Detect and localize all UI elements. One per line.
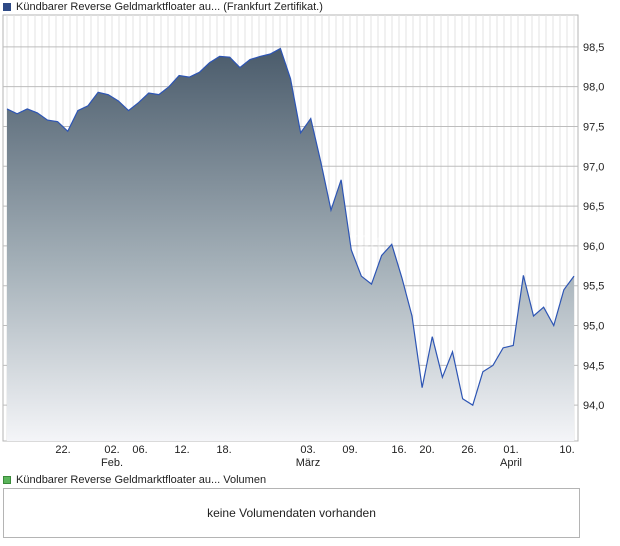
y-tick-label: 96,0 — [583, 241, 604, 253]
x-tick-label: 02. — [104, 444, 119, 456]
y-tick-label: 97,0 — [583, 161, 604, 173]
x-tick-label: 09. — [342, 444, 357, 456]
price-legend-swatch — [3, 3, 11, 11]
x-tick-label: 01. — [503, 444, 518, 456]
x-tick-label: 18. — [216, 444, 231, 456]
x-month-label: Feb. — [101, 457, 123, 469]
price-legend-label: Kündbarer Reverse Geldmarktfloater au...… — [16, 1, 323, 13]
x-tick-label: 10. — [559, 444, 574, 456]
y-tick-label: 96,5 — [583, 201, 604, 213]
x-month-label: April — [500, 457, 522, 469]
x-tick-label: 26. — [461, 444, 476, 456]
y-tick-label: 98,0 — [583, 82, 604, 94]
volume-legend: Kündbarer Reverse Geldmarktfloater au...… — [3, 473, 266, 487]
y-axis-labels: 94,0 94,5 95,0 95,5 96,0 96,5 97,0 97,5 98,0 98,5 — [583, 42, 604, 412]
x-tick-label: 16. — [391, 444, 406, 456]
price-chart: ECK 94,0 94,5 95,0 95,5 96,0 96,5 97,0 97,5 98,0… — [2, 14, 604, 469]
volume-panel: keine Volumendaten vorhanden — [3, 488, 580, 538]
y-tick-label: 94,5 — [583, 360, 604, 372]
x-axis-labels: 22. 02.Feb. 06. 12. 18. 03.März 09. 16. 20. 26. 01… — [55, 444, 574, 469]
watermark: ECK — [345, 232, 385, 252]
y-tick-label: 94,0 — [583, 400, 604, 412]
x-tick-label: 22. — [55, 444, 70, 456]
x-tick-label: 20. — [419, 444, 434, 456]
y-tick-label: 95,5 — [583, 281, 604, 293]
x-month-label: März — [296, 457, 320, 469]
y-tick-label: 95,0 — [583, 321, 604, 333]
price-legend: Kündbarer Reverse Geldmarktfloater au...… — [3, 0, 323, 14]
x-tick-label: 06. — [132, 444, 147, 456]
volume-empty-message: keine Volumendaten vorhanden — [207, 506, 376, 520]
x-tick-label: 03. — [300, 444, 315, 456]
price-line — [6, 47, 575, 407]
price-area — [7, 48, 574, 441]
volume-legend-label: Kündbarer Reverse Geldmarktfloater au...… — [16, 474, 267, 486]
volume-legend-swatch — [3, 476, 11, 484]
y-tick-label: 97,5 — [583, 121, 604, 133]
x-tick-label: 12. — [174, 444, 189, 456]
y-tick-label: 98,5 — [583, 42, 604, 54]
